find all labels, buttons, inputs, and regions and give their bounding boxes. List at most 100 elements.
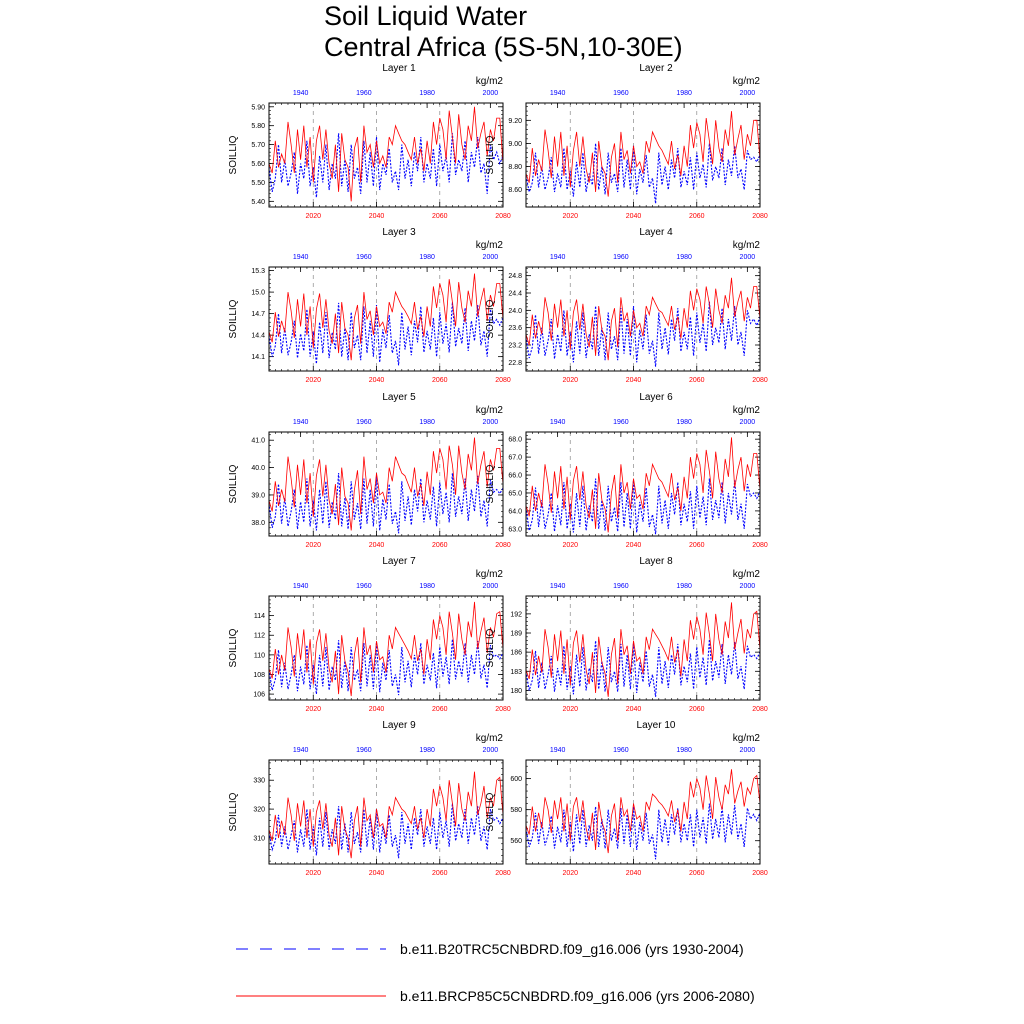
series-line-historical — [268, 639, 504, 696]
x-bottom-tick-label: 2060 — [689, 213, 705, 220]
x-top-tick-label: 1960 — [613, 419, 629, 426]
y-axis-label: SOILLIQ — [485, 464, 496, 503]
x-top-tick-label: 1960 — [356, 90, 372, 97]
x-top-tick-label: 2000 — [740, 90, 756, 97]
y-tick-label: 5.40 — [251, 199, 265, 206]
plot-frame — [268, 759, 504, 865]
x-top-tick-label: 1980 — [676, 90, 692, 97]
x-top-tick-label: 1980 — [419, 419, 435, 426]
x-bottom-tick-label: 2060 — [689, 870, 705, 877]
y-tick-label: 180 — [510, 688, 522, 695]
y-axis-label: SOILLIQ — [485, 792, 496, 831]
units-label: kg/m2 — [733, 240, 761, 251]
x-bottom-tick-label: 2040 — [626, 706, 642, 713]
x-bottom-tick-label: 2040 — [626, 542, 642, 549]
x-top-tick-label: 2000 — [483, 583, 499, 590]
series-line-historical — [525, 478, 761, 535]
y-tick-label: 65.0 — [508, 490, 522, 497]
y-tick-label: 15.0 — [251, 290, 265, 297]
series-line-future — [268, 437, 504, 531]
x-top-tick-label: 1940 — [550, 419, 566, 426]
x-top-tick-label: 2000 — [740, 419, 756, 426]
y-tick-label: 68.0 — [508, 437, 522, 444]
y-tick-label: 14.4 — [251, 333, 265, 340]
x-bottom-tick-label: 2080 — [495, 213, 511, 220]
series-line-historical — [268, 473, 504, 534]
y-tick-label: 23.2 — [508, 343, 522, 350]
x-top-tick-label: 1940 — [293, 254, 309, 261]
plot-frame — [268, 266, 504, 372]
x-bottom-tick-label: 2080 — [752, 377, 768, 384]
legend-label-future: b.e11.BRCP85C5CNBDRD.f09_g16.006 (yrs 20… — [400, 988, 755, 1004]
x-top-tick-label: 2000 — [740, 747, 756, 754]
y-tick-label: 330 — [253, 778, 265, 785]
panel-title: Layer 8 — [639, 556, 673, 567]
units-label: kg/m2 — [733, 76, 761, 87]
x-bottom-tick-label: 2040 — [626, 377, 642, 384]
x-top-tick-label: 1980 — [676, 254, 692, 261]
panel-layer-9: Layer 9 kg/m2 SOILLIQ 310 320 330 2020 2040 2060… — [228, 720, 511, 877]
y-tick-label: 40.0 — [251, 465, 265, 472]
y-tick-label: 8.80 — [508, 164, 522, 171]
series-line-historical — [268, 803, 504, 859]
x-top-tick-label: 2000 — [483, 747, 499, 754]
y-tick-label: 67.0 — [508, 455, 522, 462]
x-bottom-tick-label: 2020 — [562, 213, 578, 220]
x-bottom-tick-label: 2040 — [626, 870, 642, 877]
panel-layer-7: Layer 7 kg/m2 SOILLIQ 106 108 110 112 114 2020 20… — [228, 556, 511, 713]
x-bottom-tick-label: 2020 — [305, 213, 321, 220]
x-bottom-tick-label: 2040 — [369, 706, 385, 713]
y-axis-label: SOILLIQ — [228, 628, 239, 667]
x-bottom-tick-label: 2020 — [562, 706, 578, 713]
y-tick-label: 14.1 — [251, 354, 265, 361]
x-bottom-tick-label: 2080 — [752, 542, 768, 549]
x-bottom-tick-label: 2080 — [495, 706, 511, 713]
panel-title: Layer 6 — [639, 392, 673, 403]
y-tick-label: 24.8 — [508, 273, 522, 280]
panel-title: Layer 2 — [639, 63, 673, 74]
y-tick-label: 183 — [510, 669, 522, 676]
plot-frame — [268, 431, 504, 537]
x-top-tick-label: 1940 — [293, 90, 309, 97]
y-axis-label: SOILLIQ — [485, 135, 496, 174]
x-top-tick-label: 1980 — [676, 419, 692, 426]
units-label: kg/m2 — [476, 569, 504, 580]
series-line-historical — [268, 133, 504, 198]
x-top-tick-label: 1940 — [550, 90, 566, 97]
x-top-tick-label: 1980 — [676, 583, 692, 590]
x-bottom-tick-label: 2080 — [752, 706, 768, 713]
y-tick-label: 560 — [510, 838, 522, 845]
x-top-tick-label: 2000 — [483, 419, 499, 426]
y-tick-label: 186 — [510, 650, 522, 657]
series-line-future — [525, 437, 761, 533]
x-top-tick-label: 2000 — [483, 90, 499, 97]
figure-title-line2: Central Africa (5S-5N,10-30E) — [324, 32, 683, 62]
y-tick-label: 320 — [253, 807, 265, 814]
plot-frame — [525, 431, 761, 537]
x-top-tick-label: 1940 — [293, 747, 309, 754]
panel-title: Layer 10 — [637, 720, 676, 731]
x-bottom-tick-label: 2080 — [752, 213, 768, 220]
y-tick-label: 15.3 — [251, 268, 265, 275]
x-top-tick-label: 1960 — [356, 254, 372, 261]
y-axis-label: SOILLIQ — [485, 299, 496, 338]
y-tick-label: 189 — [510, 631, 522, 638]
units-label: kg/m2 — [733, 733, 761, 744]
x-bottom-tick-label: 2060 — [689, 706, 705, 713]
y-tick-label: 580 — [510, 807, 522, 814]
plot-frame — [525, 595, 761, 701]
series-line-historical — [525, 803, 761, 860]
x-top-tick-label: 2000 — [483, 254, 499, 261]
panel-layer-2: Layer 2 kg/m2 SOILLIQ 8.60 8.80 9.00 9.20 2020 2… — [485, 63, 768, 220]
x-bottom-tick-label: 2020 — [305, 870, 321, 877]
x-bottom-tick-label: 2020 — [562, 542, 578, 549]
x-bottom-tick-label: 2040 — [369, 213, 385, 220]
y-tick-label: 63.0 — [508, 526, 522, 533]
x-top-tick-label: 1980 — [419, 90, 435, 97]
y-tick-label: 9.20 — [508, 118, 522, 125]
x-bottom-tick-label: 2020 — [562, 377, 578, 384]
x-top-tick-label: 1980 — [419, 254, 435, 261]
x-top-tick-label: 2000 — [740, 254, 756, 261]
x-bottom-tick-label: 2040 — [369, 542, 385, 549]
x-top-tick-label: 1940 — [293, 583, 309, 590]
